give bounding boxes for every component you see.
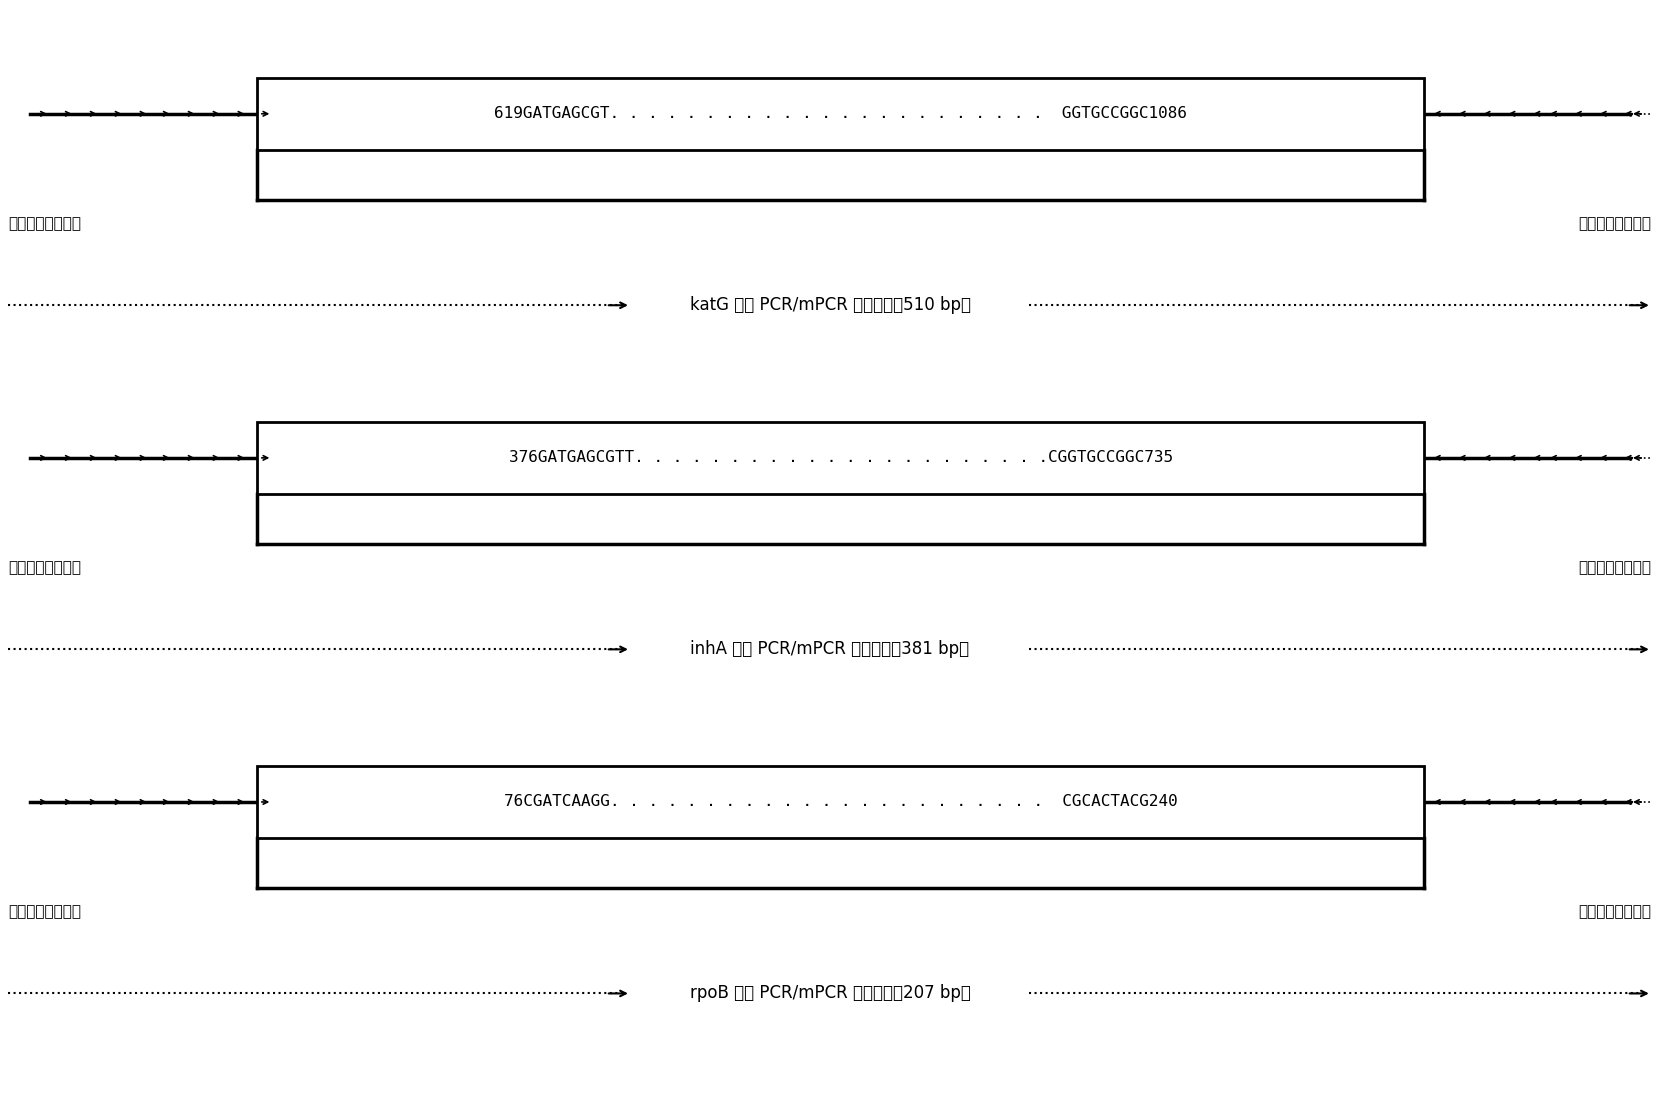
Text: 下游引物设计区域: 下游引物设计区域: [1579, 561, 1652, 576]
Bar: [257, 766, 1424, 838]
Text: 619GATGAGCGT. . . . . . . . . . . . . . . . . . . . . . .  GGTGCCGGC1086: 619GATGAGCGT. . . . . . . . . . . . . . …: [495, 107, 1187, 121]
Bar: [257, 422, 1424, 494]
Text: 下游引物设计区域: 下游引物设计区域: [1579, 216, 1652, 232]
Text: 上游引物设计区域: 上游引物设计区域: [8, 216, 81, 232]
Text: 上游引物设计区域: 上游引物设计区域: [8, 561, 81, 576]
Text: 上游引物设计区域: 上游引物设计区域: [8, 905, 81, 920]
Text: katG 基因 PCR/mPCR 扩增区域（510 bp）: katG 基因 PCR/mPCR 扩增区域（510 bp）: [689, 296, 971, 314]
Text: inhA 基因 PCR/mPCR 扩增区域（381 bp）: inhA 基因 PCR/mPCR 扩增区域（381 bp）: [691, 640, 969, 658]
Text: rpoB 基因 PCR/mPCR 扩增区域（207 bp）: rpoB 基因 PCR/mPCR 扩增区域（207 bp）: [689, 985, 971, 1002]
Text: 下游引物设计区域: 下游引物设计区域: [1579, 905, 1652, 920]
Bar: [257, 78, 1424, 150]
Text: 76CGATCAAGG. . . . . . . . . . . . . . . . . . . . . . .  CGCACTACG240: 76CGATCAAGG. . . . . . . . . . . . . . .…: [505, 795, 1177, 809]
Text: 376GATGAGCGTT. . . . . . . . . . . . . . . . . . . . . .CGGTGCCGGC735: 376GATGAGCGTT. . . . . . . . . . . . . .…: [508, 451, 1174, 465]
